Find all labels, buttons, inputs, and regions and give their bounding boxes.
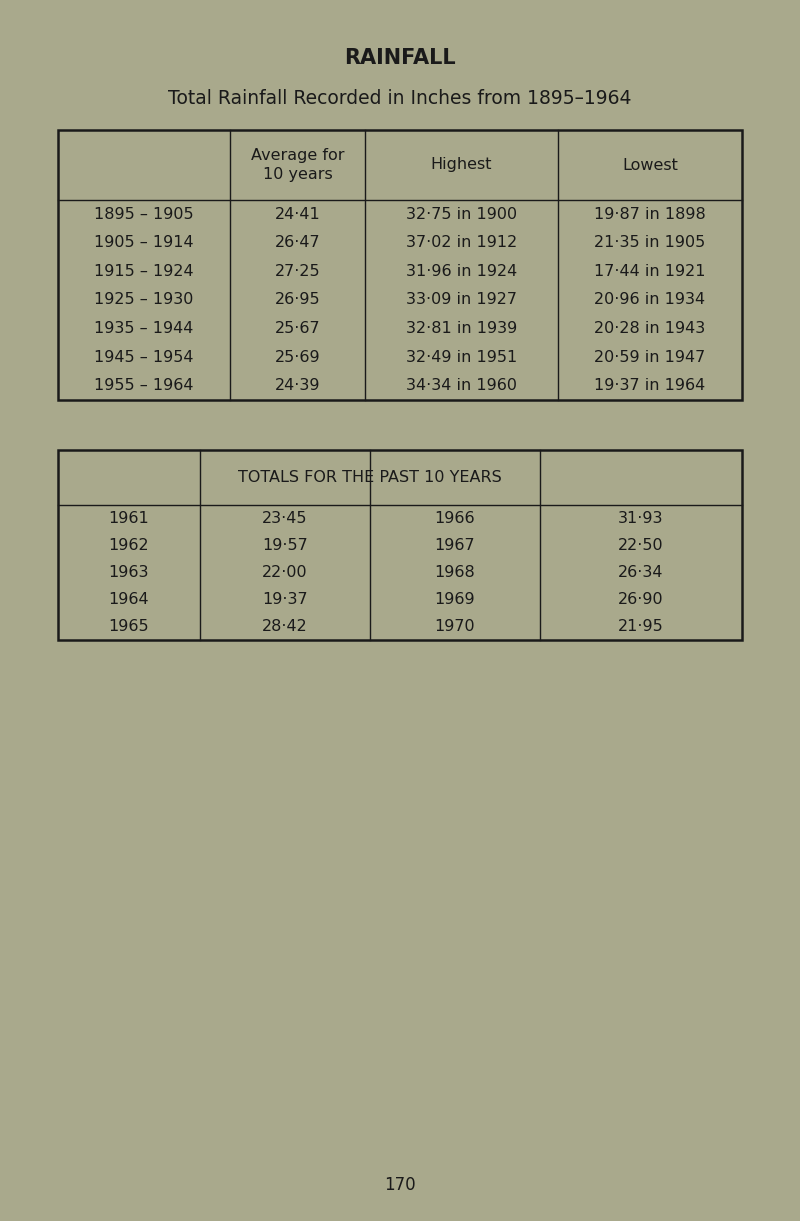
Text: 1969: 1969 — [434, 592, 475, 607]
Text: 21·95: 21·95 — [618, 619, 664, 634]
Bar — [58, 451, 742, 640]
Text: 1962: 1962 — [109, 538, 150, 553]
Text: Average for
10 years: Average for 10 years — [250, 148, 344, 182]
Text: 20·28 in 1943: 20·28 in 1943 — [594, 321, 706, 336]
Text: Total Rainfall Recorded in Inches from 1895–1964: Total Rainfall Recorded in Inches from 1… — [168, 88, 632, 107]
Text: 1955 – 1964: 1955 – 1964 — [94, 379, 194, 393]
Text: 22·00: 22·00 — [262, 565, 308, 580]
Text: 19·57: 19·57 — [262, 538, 308, 553]
Text: 22·50: 22·50 — [618, 538, 664, 553]
Text: 1895 – 1905: 1895 – 1905 — [94, 206, 194, 222]
Text: Highest: Highest — [430, 158, 492, 172]
Text: 31·96 in 1924: 31·96 in 1924 — [406, 264, 517, 278]
Text: 1963: 1963 — [109, 565, 150, 580]
Text: RAINFALL: RAINFALL — [344, 48, 456, 68]
Text: TOTALS FOR THE PAST 10 YEARS: TOTALS FOR THE PAST 10 YEARS — [238, 470, 502, 485]
Text: 19·87 in 1898: 19·87 in 1898 — [594, 206, 706, 222]
Text: 1935 – 1944: 1935 – 1944 — [94, 321, 194, 336]
Text: 25·69: 25·69 — [274, 349, 320, 365]
Text: 26·34: 26·34 — [618, 565, 664, 580]
Text: 1915 – 1924: 1915 – 1924 — [94, 264, 194, 278]
Text: 1966: 1966 — [434, 512, 475, 526]
Text: 1964: 1964 — [109, 592, 150, 607]
Text: Lowest: Lowest — [622, 158, 678, 172]
Text: 20·96 in 1934: 20·96 in 1934 — [594, 293, 706, 308]
Text: 37·02 in 1912: 37·02 in 1912 — [406, 236, 517, 250]
Text: 17·44 in 1921: 17·44 in 1921 — [594, 264, 706, 278]
Text: 1968: 1968 — [434, 565, 475, 580]
Text: 1970: 1970 — [434, 619, 475, 634]
Text: 20·59 in 1947: 20·59 in 1947 — [594, 349, 706, 365]
Text: 34·34 in 1960: 34·34 in 1960 — [406, 379, 517, 393]
Text: 170: 170 — [384, 1176, 416, 1194]
Text: 24·41: 24·41 — [274, 206, 320, 222]
Text: 31·93: 31·93 — [618, 512, 664, 526]
Text: 23·45: 23·45 — [262, 512, 308, 526]
Text: 1905 – 1914: 1905 – 1914 — [94, 236, 194, 250]
Text: 1965: 1965 — [109, 619, 150, 634]
Text: 26·95: 26·95 — [274, 293, 320, 308]
Text: 1945 – 1954: 1945 – 1954 — [94, 349, 194, 365]
Text: 27·25: 27·25 — [274, 264, 320, 278]
Text: 19·37 in 1964: 19·37 in 1964 — [594, 379, 706, 393]
Text: 1967: 1967 — [434, 538, 475, 553]
Text: 32·49 in 1951: 32·49 in 1951 — [406, 349, 517, 365]
Text: 26·90: 26·90 — [618, 592, 664, 607]
Text: 32·75 in 1900: 32·75 in 1900 — [406, 206, 517, 222]
Text: 25·67: 25·67 — [274, 321, 320, 336]
Text: 1961: 1961 — [109, 512, 150, 526]
Text: 33·09 in 1927: 33·09 in 1927 — [406, 293, 517, 308]
Text: 24·39: 24·39 — [274, 379, 320, 393]
Text: 19·37: 19·37 — [262, 592, 308, 607]
Text: 26·47: 26·47 — [274, 236, 320, 250]
Bar — [58, 129, 742, 400]
Text: 1925 – 1930: 1925 – 1930 — [94, 293, 194, 308]
Text: 21·35 in 1905: 21·35 in 1905 — [594, 236, 706, 250]
Text: 32·81 in 1939: 32·81 in 1939 — [406, 321, 517, 336]
Text: 28·42: 28·42 — [262, 619, 308, 634]
